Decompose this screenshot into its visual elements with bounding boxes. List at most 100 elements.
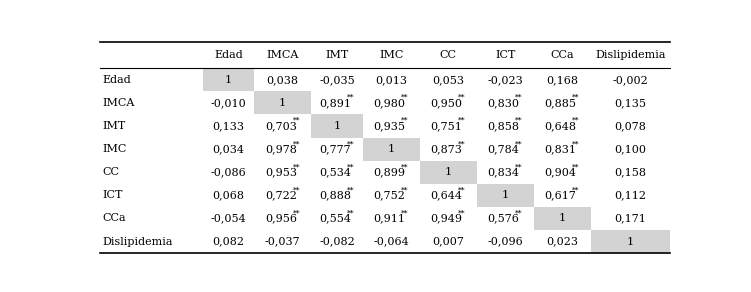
Bar: [534, 207, 591, 230]
Text: 0,034: 0,034: [213, 144, 244, 154]
Text: ICT: ICT: [495, 50, 515, 60]
Text: 0,135: 0,135: [614, 98, 647, 108]
Text: 0,873: 0,873: [430, 144, 463, 154]
Text: 0,904: 0,904: [544, 167, 577, 177]
Text: **: **: [401, 117, 409, 125]
Text: IMCA: IMCA: [267, 50, 299, 60]
Text: **: **: [401, 186, 409, 194]
Text: 0,168: 0,168: [546, 75, 578, 85]
Text: IMT: IMT: [102, 121, 125, 131]
Bar: [477, 184, 534, 207]
Text: 0,911: 0,911: [373, 213, 406, 223]
Text: -0,082: -0,082: [319, 237, 354, 246]
Text: ICT: ICT: [102, 190, 122, 200]
Text: **: **: [572, 186, 580, 194]
Text: Edad: Edad: [102, 75, 131, 85]
Text: 0,053: 0,053: [432, 75, 464, 85]
Text: **: **: [347, 140, 354, 148]
Text: -0,096: -0,096: [487, 237, 523, 246]
Text: 1: 1: [225, 75, 232, 85]
Text: 0,777: 0,777: [319, 144, 351, 154]
Text: -0,002: -0,002: [613, 75, 648, 85]
Text: 0,100: 0,100: [614, 144, 647, 154]
Text: **: **: [458, 210, 466, 218]
Text: -0,064: -0,064: [373, 237, 409, 246]
Text: **: **: [458, 140, 466, 148]
Text: 1: 1: [279, 98, 286, 108]
Text: 1: 1: [559, 213, 566, 223]
Text: **: **: [572, 94, 580, 102]
Text: 0,171: 0,171: [614, 213, 647, 223]
Text: -0,054: -0,054: [210, 213, 246, 223]
Text: -0,037: -0,037: [265, 237, 300, 246]
Bar: [254, 91, 311, 114]
Text: Edad: Edad: [214, 50, 243, 60]
Text: 0,007: 0,007: [433, 237, 464, 246]
Text: 0,899: 0,899: [373, 167, 406, 177]
Text: **: **: [347, 94, 354, 102]
Text: **: **: [458, 117, 466, 125]
Text: 1: 1: [333, 121, 340, 131]
Text: IMCA: IMCA: [102, 98, 134, 108]
Text: 0,648: 0,648: [544, 121, 577, 131]
Text: 0,885: 0,885: [544, 98, 577, 108]
Text: CC: CC: [102, 167, 119, 177]
Text: 0,722: 0,722: [265, 190, 297, 200]
Text: 0,888: 0,888: [319, 190, 351, 200]
Text: 0,953: 0,953: [265, 167, 297, 177]
Text: 0,023: 0,023: [546, 237, 578, 246]
Text: **: **: [293, 117, 300, 125]
Bar: [311, 114, 363, 138]
Text: **: **: [293, 140, 300, 148]
Text: 1: 1: [445, 167, 452, 177]
Text: 0,830: 0,830: [487, 98, 520, 108]
Text: -0,010: -0,010: [210, 98, 246, 108]
Text: 1: 1: [627, 237, 634, 246]
Bar: [420, 161, 477, 184]
Text: 0,831: 0,831: [544, 144, 577, 154]
Text: 0,554: 0,554: [319, 213, 351, 223]
Text: -0,086: -0,086: [210, 167, 246, 177]
Text: 0,133: 0,133: [213, 121, 244, 131]
Text: **: **: [401, 94, 409, 102]
Text: 0,038: 0,038: [267, 75, 299, 85]
Text: 0,617: 0,617: [544, 190, 577, 200]
Text: **: **: [458, 186, 466, 194]
Text: **: **: [515, 117, 523, 125]
Text: **: **: [572, 117, 580, 125]
Text: **: **: [347, 186, 354, 194]
Text: 0,949: 0,949: [430, 213, 463, 223]
Text: 0,891: 0,891: [319, 98, 351, 108]
Text: 0,956: 0,956: [265, 213, 297, 223]
Bar: [591, 230, 670, 253]
Text: **: **: [401, 210, 409, 218]
Text: IMC: IMC: [379, 50, 403, 60]
Text: **: **: [347, 210, 354, 218]
Text: IMC: IMC: [102, 144, 126, 154]
Text: **: **: [293, 210, 300, 218]
Text: 0,082: 0,082: [213, 237, 244, 246]
Text: **: **: [347, 163, 354, 171]
Text: 0,112: 0,112: [614, 190, 647, 200]
Text: **: **: [572, 140, 580, 148]
Text: 0,576: 0,576: [487, 213, 520, 223]
Text: 0,980: 0,980: [373, 98, 406, 108]
Text: IMT: IMT: [325, 50, 348, 60]
Text: 0,950: 0,950: [430, 98, 463, 108]
Text: 0,534: 0,534: [319, 167, 351, 177]
Bar: [203, 68, 254, 91]
Text: **: **: [458, 94, 466, 102]
Text: 0,644: 0,644: [430, 190, 463, 200]
Text: 0,978: 0,978: [265, 144, 297, 154]
Text: 0,858: 0,858: [487, 121, 520, 131]
Text: 0,013: 0,013: [376, 75, 407, 85]
Text: 0,703: 0,703: [265, 121, 297, 131]
Text: **: **: [515, 210, 523, 218]
Text: 0,751: 0,751: [430, 121, 463, 131]
Text: CCa: CCa: [102, 213, 125, 223]
Text: CC: CC: [439, 50, 457, 60]
Text: CCa: CCa: [550, 50, 574, 60]
Text: **: **: [572, 163, 580, 171]
Text: 0,784: 0,784: [487, 144, 520, 154]
Text: -0,023: -0,023: [487, 75, 523, 85]
